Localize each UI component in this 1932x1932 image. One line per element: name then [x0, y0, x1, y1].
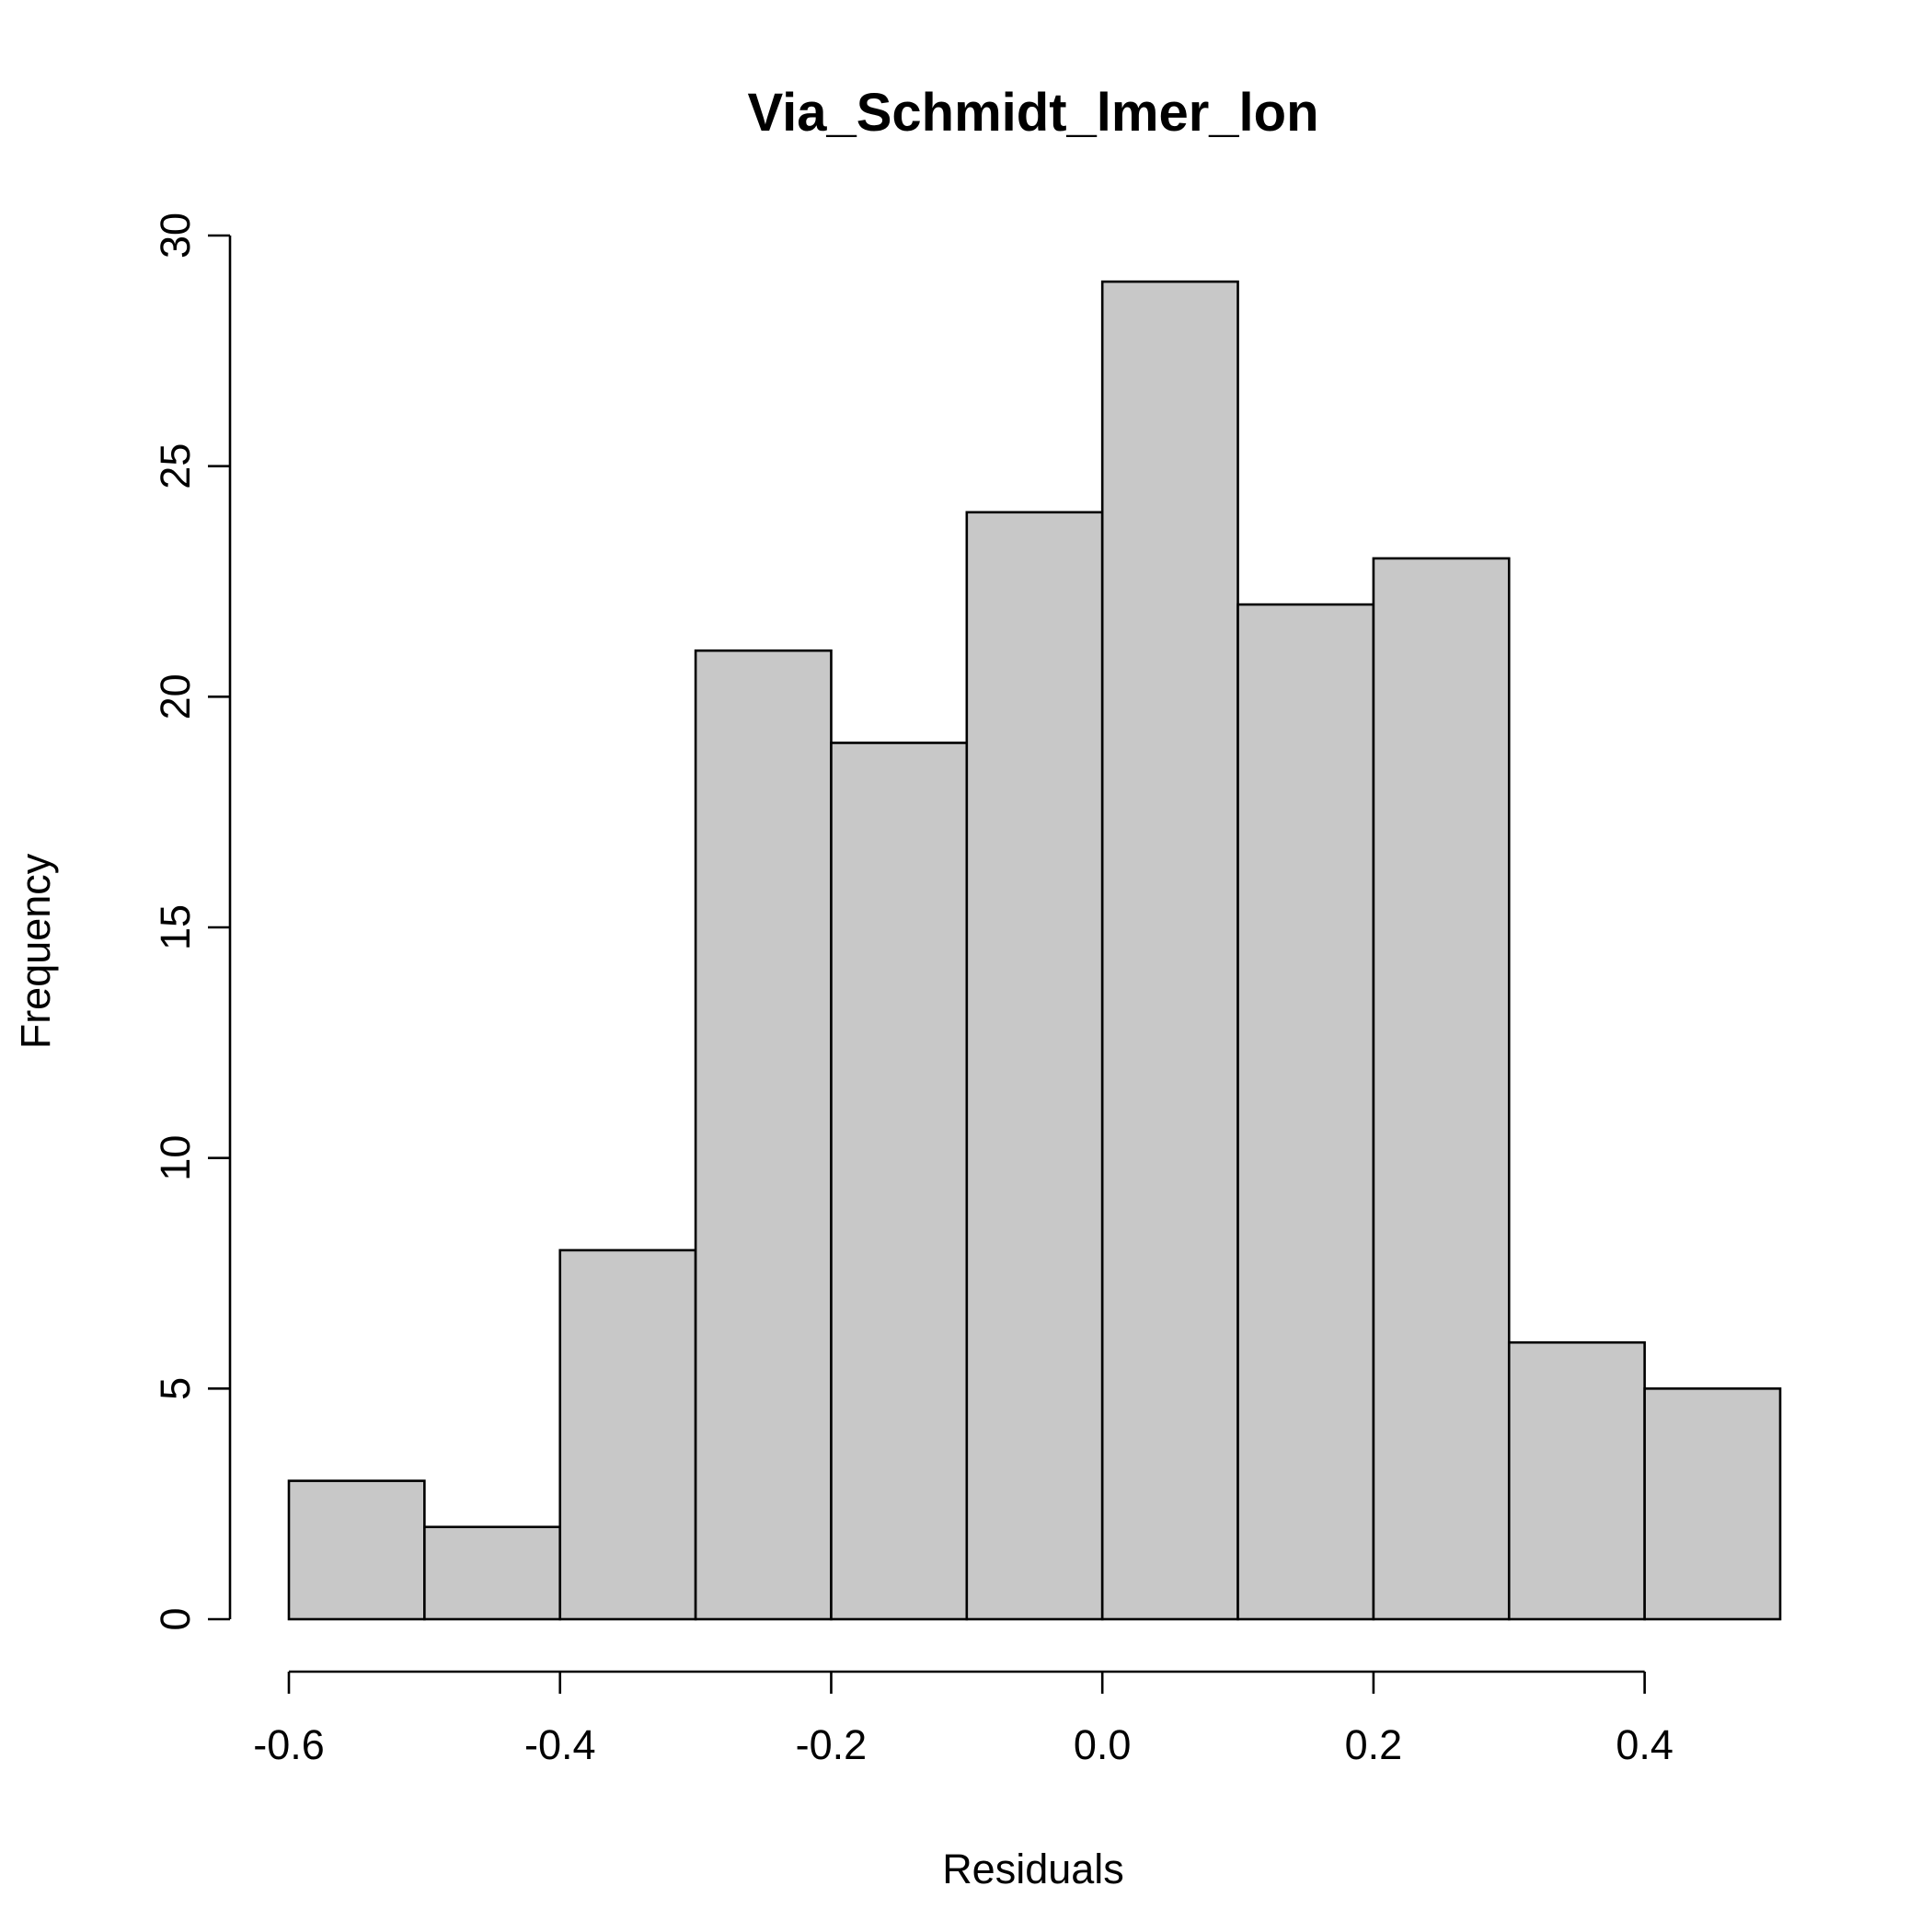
x-tick-label: 0.0	[1074, 1721, 1132, 1768]
histogram-bar-7	[1100, 280, 1239, 1621]
x-tick-label: -0.4	[524, 1721, 596, 1768]
y-axis-ticks: 0 5 10 15 20 25 30	[152, 213, 230, 1631]
x-axis-label: Residuals	[942, 1846, 1124, 1892]
histogram-bar-10	[1507, 1340, 1646, 1621]
y-axis-label: Frequency	[12, 853, 59, 1049]
y-tick-label: 10	[152, 1135, 199, 1181]
histogram-bar-2	[423, 1525, 562, 1621]
y-tick-label: 15	[152, 904, 199, 950]
y-tick-label: 0	[152, 1607, 199, 1630]
y-tick-label: 20	[152, 673, 199, 719]
x-tick-label: -0.2	[796, 1721, 868, 1768]
y-tick-label: 25	[152, 443, 199, 489]
x-tick-label: -0.6	[253, 1721, 325, 1768]
histogram-bar-5	[830, 742, 969, 1621]
y-tick-label: 5	[152, 1377, 199, 1400]
histogram-bar-4	[694, 649, 833, 1621]
bars-group	[287, 280, 1782, 1621]
histogram-bar-9	[1372, 557, 1511, 1621]
x-axis-ticks: -0.6 -0.4 -0.2 0.0 0.2 0.4	[253, 1672, 1673, 1768]
y-tick-label: 30	[152, 213, 199, 259]
histogram-bar-8	[1236, 603, 1375, 1621]
histogram-bar-1	[287, 1479, 426, 1621]
x-tick-label: 0.2	[1345, 1721, 1403, 1768]
histogram-bar-11	[1643, 1387, 1782, 1621]
histogram-bar-6	[965, 511, 1104, 1621]
histogram-bar-3	[558, 1248, 697, 1621]
x-tick-label: 0.4	[1616, 1721, 1673, 1768]
chart-title: Via_Schmidt_lmer_lon	[747, 83, 1318, 143]
